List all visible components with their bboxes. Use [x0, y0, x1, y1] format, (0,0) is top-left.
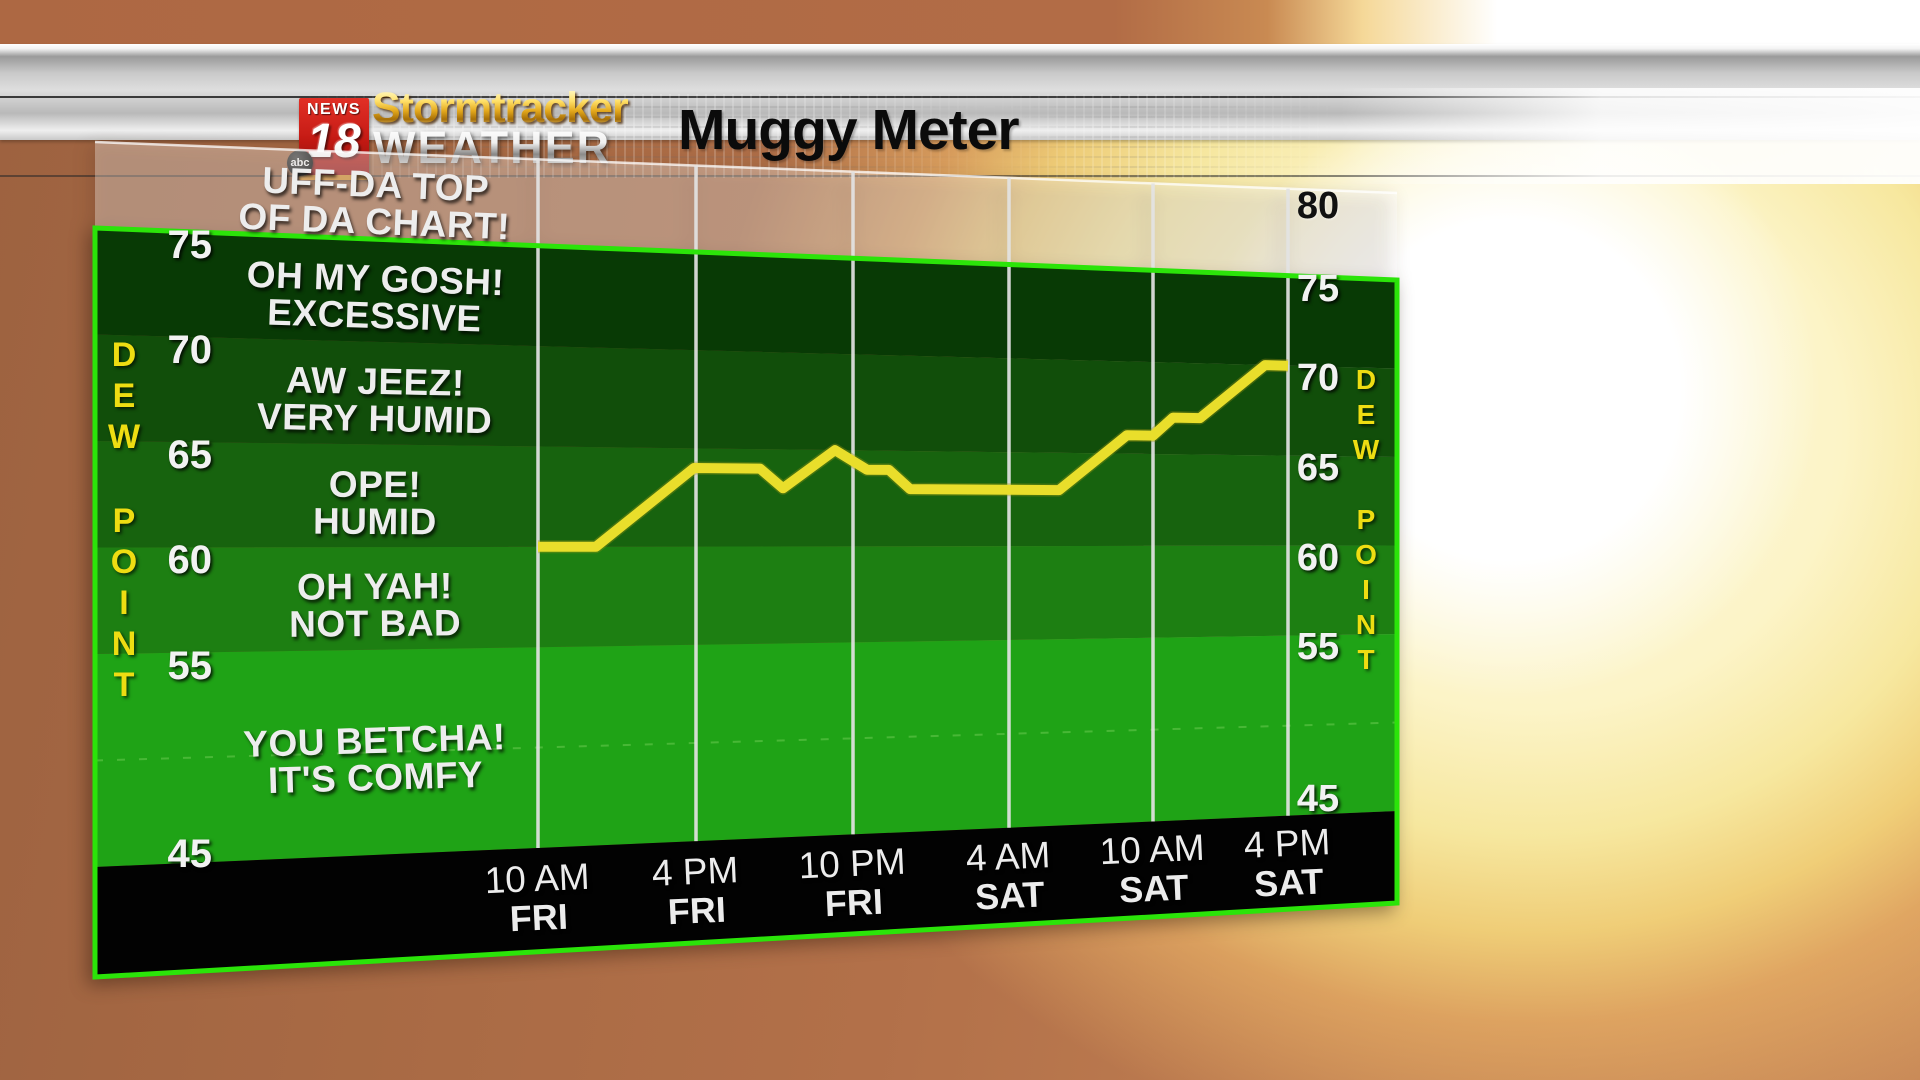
band-55-60 [95, 545, 1397, 654]
y-tick-right-55: 55 [1296, 626, 1340, 669]
x-axis-strip [95, 811, 1397, 977]
x-axis-label-4PM-FRI: 4 PM FRI [604, 849, 787, 935]
y-tick-left-70: 70 [167, 327, 213, 372]
stormtracker-wordmark: Stormtracker [372, 84, 629, 132]
news-logo-number: 18 [307, 115, 361, 168]
dew-point-label-right-letter: N [1355, 609, 1377, 641]
y-tick-left-45: 45 [167, 832, 213, 877]
dew-point-label-left-letter: O [110, 543, 138, 582]
header-sun-glow [1340, 88, 1920, 184]
y-tick-right-70: 70 [1296, 357, 1340, 400]
dew-point-label-left-letter: I [119, 584, 129, 623]
page-title: Muggy Meter [678, 98, 1020, 162]
dew-point-label-left-letter: D [111, 336, 137, 375]
header-bar: NEWS 18 abc Stormtracker WEATHER Muggy M… [0, 44, 1920, 184]
y-tick-left-60: 60 [167, 538, 213, 583]
panel-top-edge [94, 140, 1398, 195]
weather-wordmark: WEATHER [373, 122, 612, 173]
band-70-75 [95, 228, 1397, 369]
band-60-65 [95, 441, 1397, 548]
news-logo-word: NEWS [307, 101, 361, 118]
dew-point-label-left-letter: W [107, 418, 141, 457]
y-tick-left-65: 65 [167, 433, 213, 478]
x-axis-label-10AM-FRI: 10 AM FRI [446, 856, 629, 942]
x-axis-label-row: FRI [508, 895, 569, 940]
dew-point-label-right-letter: W [1352, 434, 1380, 466]
dew-point-label-left-letter: E [112, 377, 136, 416]
dew-point-label-right-letter: E [1356, 399, 1376, 431]
y-tick-right-75: 75 [1296, 267, 1340, 310]
guide-50-line [94, 721, 1398, 762]
news18-logo: NEWS 18 abc [287, 98, 369, 180]
header-pixel-texture [300, 94, 1450, 178]
band-label-45-55: YOU BETCHA! IT'S COMFY [94, 714, 656, 804]
header-accent-line-top [0, 96, 1920, 98]
band-label-line: HUMID [312, 500, 437, 543]
y-tick-right-60: 60 [1296, 536, 1340, 579]
dew-point-label-left-letter: T [113, 666, 135, 705]
band-45-55 [95, 634, 1397, 867]
band-label-line: NOT BAD [288, 602, 462, 646]
y-tick-right-80: 80 [1296, 184, 1340, 227]
dew-point-label-right-letter: P [1356, 504, 1376, 536]
x-axis-label-row: FRI [823, 880, 884, 925]
dew-point-line [537, 360, 1289, 552]
abc-network-icon: abc [287, 150, 313, 176]
dew-point-label-right-letter: I [1362, 574, 1370, 606]
x-axis-label-4PM-SAT: 4 PM SAT [1196, 821, 1379, 907]
x-axis-label-row: FRI [666, 888, 727, 932]
dew-point-label-right-letter: T [1357, 644, 1375, 676]
dew-point-label-left-letter: N [111, 625, 137, 664]
dew-point-label-right-letter: O [1355, 539, 1377, 571]
y-tick-left-55: 55 [167, 643, 213, 688]
top-brown-strip [0, 0, 1920, 44]
band-75-80 [95, 142, 1397, 280]
y-tick-right-65: 65 [1296, 447, 1340, 490]
x-axis-label-row: SAT [1253, 860, 1325, 905]
dew-point-label-right-letter: D [1355, 364, 1377, 396]
panel-border [92, 225, 1400, 980]
y-tick-left-75: 75 [167, 222, 213, 267]
dew-point-label-left-letter: P [112, 502, 136, 541]
band-65-70 [95, 334, 1397, 457]
y-tick-right-45: 45 [1296, 778, 1340, 821]
